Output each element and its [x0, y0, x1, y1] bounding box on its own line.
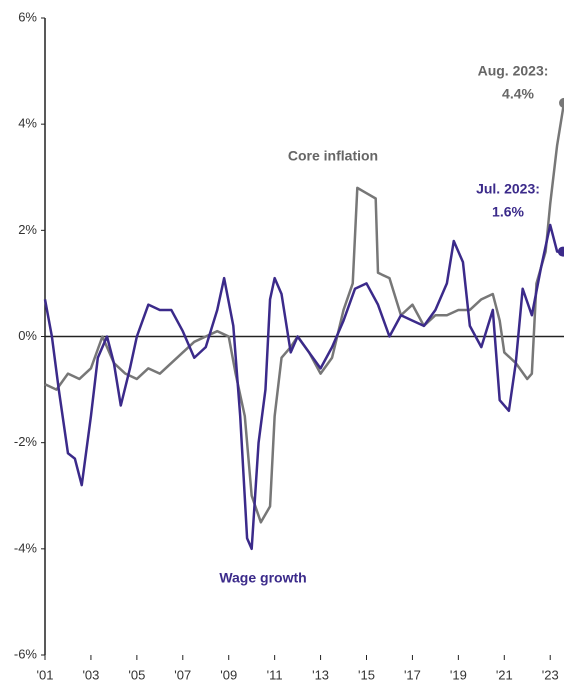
line-series: [44, 102, 564, 524]
x-tick-label: '11: [267, 667, 283, 682]
x-tick-label: '03: [82, 667, 99, 682]
x-tick-label: '07: [174, 667, 191, 682]
y-tick-label: 4%: [18, 116, 37, 131]
line-series: [43, 223, 563, 551]
end-point: [559, 97, 564, 108]
annotation: Jul. 2023:: [476, 181, 540, 197]
y-tick-label: -6%: [14, 646, 38, 661]
annotation: 4.4%: [502, 86, 534, 102]
y-tick-label: -4%: [14, 540, 38, 555]
annotation: Core inflation: [288, 148, 378, 164]
y-tick-label: 6%: [18, 9, 37, 24]
y-tick-label: -2%: [14, 434, 38, 449]
annotation: Aug. 2023:: [478, 63, 549, 79]
x-tick-label: '01: [37, 667, 54, 682]
x-tick-label: '05: [128, 667, 145, 682]
x-tick-label: '19: [450, 667, 467, 682]
annotation: Wage growth: [219, 570, 306, 586]
y-tick-label: 2%: [18, 222, 37, 237]
x-tick-label: '23: [542, 667, 559, 682]
x-tick-label: '09: [220, 667, 237, 682]
x-tick-label: '13: [312, 667, 329, 682]
x-tick-label: '15: [358, 667, 375, 682]
x-tick-label: '21: [496, 667, 513, 682]
y-tick-label: 0%: [18, 328, 37, 343]
annotation: 1.6%: [492, 204, 524, 220]
end-point: [557, 246, 564, 257]
x-tick-label: '17: [404, 667, 421, 682]
